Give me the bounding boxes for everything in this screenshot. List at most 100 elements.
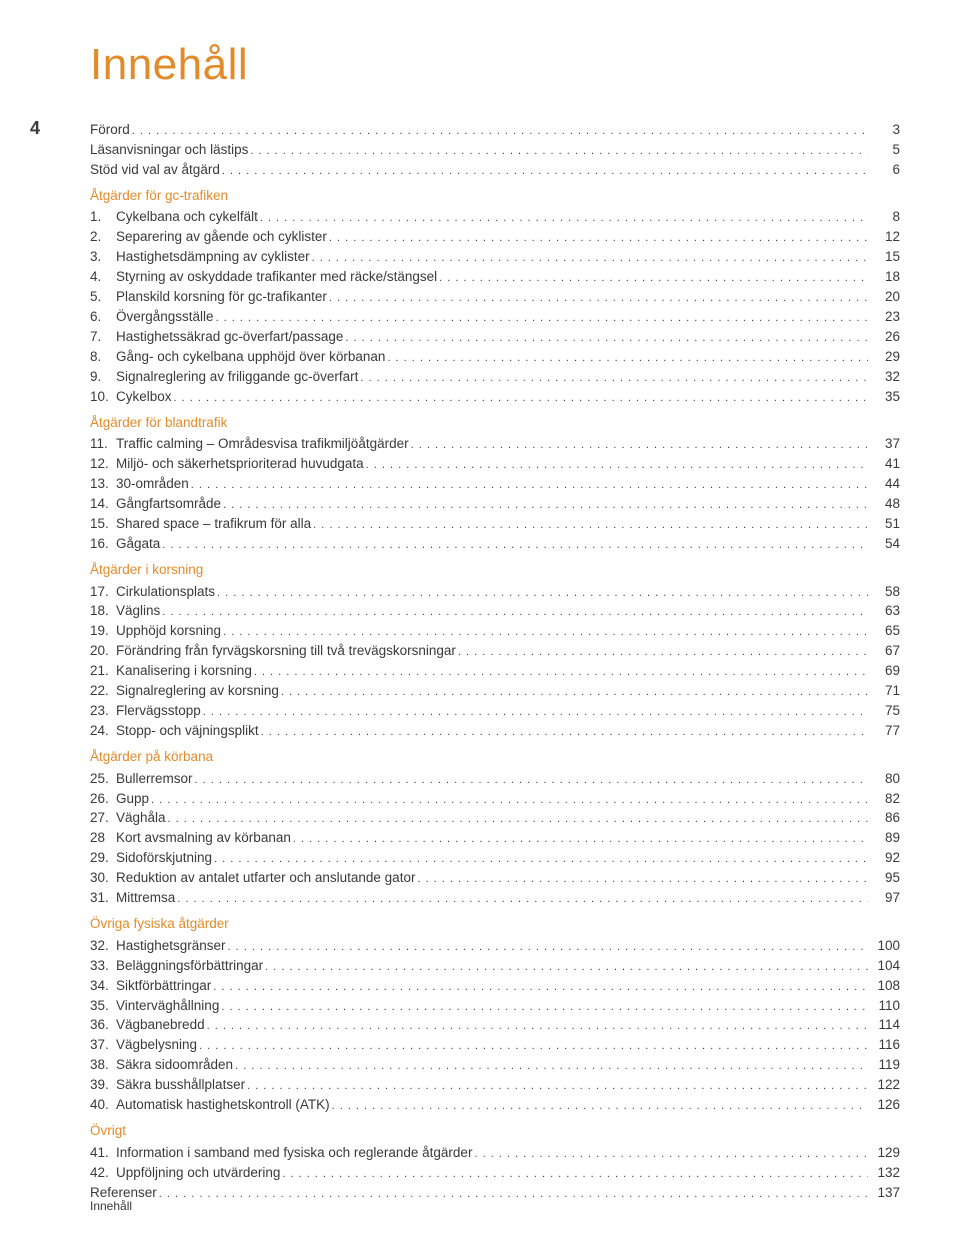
toc-entry-label: Vägbelysning (116, 1035, 197, 1055)
toc-entry-page: 116 (870, 1035, 900, 1055)
toc-entry-label: Cykelbox (116, 387, 172, 407)
toc-entry-number: 12. (90, 454, 116, 474)
toc-entry-label: Förändring från fyrvägskorsning till två… (116, 641, 456, 661)
toc-entry-page: 75 (870, 701, 900, 721)
toc-entry-page: 54 (870, 534, 900, 554)
toc-leader-dots (417, 868, 868, 888)
toc-entry-number: 16. (90, 534, 116, 554)
toc-entry-page: 95 (870, 868, 900, 888)
toc-entry-page: 71 (870, 681, 900, 701)
toc-leader-dots (250, 140, 868, 160)
toc-leader-dots (261, 721, 868, 741)
toc-entry: 35.Vinterväghållning110 (90, 996, 900, 1016)
toc-entry-label: Upphöjd korsning (116, 621, 221, 641)
toc-leader-dots (329, 227, 868, 247)
toc-entry-label: Flervägsstopp (116, 701, 201, 721)
toc-entry-label: Signalreglering av friliggande gc-överfa… (116, 367, 358, 387)
toc-entry-label: Väglins (116, 601, 160, 621)
toc-entry-number: 8. (90, 347, 116, 367)
toc-entry: 36.Vägbanebredd114 (90, 1015, 900, 1035)
toc-entry-page: 32 (870, 367, 900, 387)
toc-entry-label: Förord (90, 120, 130, 140)
toc-leader-dots (168, 808, 868, 828)
toc-leader-dots (177, 888, 868, 908)
toc-entry-number: 5. (90, 287, 116, 307)
toc-entry-page: 51 (870, 514, 900, 534)
toc-entry-number: 22. (90, 681, 116, 701)
toc-entry-page: 119 (870, 1055, 900, 1075)
toc-entry-page: 15 (870, 247, 900, 267)
toc-leader-dots (474, 1143, 868, 1163)
toc-entry-label: Uppföljning och utvärdering (116, 1163, 280, 1183)
toc-entry-page: 129 (870, 1143, 900, 1163)
toc-entry-number: 28 (90, 828, 116, 848)
toc-leader-dots (366, 454, 868, 474)
toc-entry-label: Kanalisering i korsning (116, 661, 252, 681)
toc-entry-label: Information i samband med fysiska och re… (116, 1143, 472, 1163)
toc-entry: 17.Cirkulationsplats58 (90, 582, 900, 602)
toc-entry: 23.Flervägsstopp 75 (90, 701, 900, 721)
toc-entry: 18.Väglins63 (90, 601, 900, 621)
toc-entry: 20.Förändring från fyrvägskorsning till … (90, 641, 900, 661)
toc-entry-label: Sidoförskjutning (116, 848, 212, 868)
toc-entry-page: 92 (870, 848, 900, 868)
toc-leader-dots (282, 1163, 868, 1183)
toc-entry-page: 26 (870, 327, 900, 347)
toc-leader-dots (132, 120, 868, 140)
toc-leader-dots (332, 1095, 868, 1115)
toc-entry: 3.Hastighetsdämpning av cyklister15 (90, 247, 900, 267)
toc-leader-dots (191, 474, 868, 494)
toc-entry: 11.Traffic calming – Områdesvisa trafikm… (90, 434, 900, 454)
toc-entry: 40.Automatisk hastighetskontroll (ATK)12… (90, 1095, 900, 1115)
toc-entry: 2.Separering av gående och cyklister12 (90, 227, 900, 247)
toc-entry-number: 25. (90, 769, 116, 789)
toc-entry-page: 108 (870, 976, 900, 996)
toc-entry: 41.Information i samband med fysiska och… (90, 1143, 900, 1163)
toc-leader-dots (387, 347, 868, 367)
toc-entry-number: 20. (90, 641, 116, 661)
toc-entry-label: Beläggningsförbättringar (116, 956, 263, 976)
toc-leader-dots (217, 582, 868, 602)
toc-entry-number: 26. (90, 789, 116, 809)
toc-entry-number: 36. (90, 1015, 116, 1035)
toc-entry-page: 6 (870, 160, 900, 180)
toc-entry-page: 5 (870, 140, 900, 160)
toc-leader-dots (151, 789, 868, 809)
toc-entry: 37.Vägbelysning 116 (90, 1035, 900, 1055)
toc-entry: 14.Gångfartsområde48 (90, 494, 900, 514)
toc-leader-dots (162, 601, 868, 621)
toc-leader-dots (235, 1055, 868, 1075)
toc-entry-label: Säkra busshållplatser (116, 1075, 245, 1095)
toc-leader-dots (207, 1015, 868, 1035)
toc-entry-number: 23. (90, 701, 116, 721)
toc-entry-page: 65 (870, 621, 900, 641)
toc-entry-page: 12 (870, 227, 900, 247)
toc-entry-number: 35. (90, 996, 116, 1016)
toc-entry: 28Kort avsmalning av körbanan89 (90, 828, 900, 848)
toc-entry: 25.Bullerremsor80 (90, 769, 900, 789)
toc-entry-label: Gång- och cykelbana upphöjd över körbana… (116, 347, 385, 367)
toc-entry-label: Traffic calming – Områdesvisa trafikmilj… (116, 434, 409, 454)
toc-entry: 7.Hastighetssäkrad gc-överfart/passage26 (90, 327, 900, 347)
toc-entry: 31.Mittremsa97 (90, 888, 900, 908)
toc-leader-dots (213, 976, 868, 996)
toc-entry-number: 39. (90, 1075, 116, 1095)
toc-leader-dots (360, 367, 868, 387)
toc-section-header: Åtgärder för gc-trafiken (90, 186, 900, 206)
toc-entry-page: 35 (870, 387, 900, 407)
toc-leader-dots (247, 1075, 868, 1095)
toc-entry: Stöd vid val av åtgärd6 (90, 160, 900, 180)
toc-entry: 21.Kanalisering i korsning69 (90, 661, 900, 681)
footer-label: Innehåll (90, 1199, 132, 1213)
toc-entry: 24.Stopp- och väjningsplikt77 (90, 721, 900, 741)
toc-entry-page: 100 (870, 936, 900, 956)
toc-entry-number: 37. (90, 1035, 116, 1055)
toc-leader-dots (254, 661, 868, 681)
toc-leader-dots (312, 247, 868, 267)
toc-entry-page: 23 (870, 307, 900, 327)
toc-entry: 39.Säkra busshållplatser122 (90, 1075, 900, 1095)
toc-entry-number: 29. (90, 848, 116, 868)
toc-entry-label: Cirkulationsplats (116, 582, 215, 602)
toc-entry: 9.Signalreglering av friliggande gc-över… (90, 367, 900, 387)
toc-entry-number: 27. (90, 808, 116, 828)
